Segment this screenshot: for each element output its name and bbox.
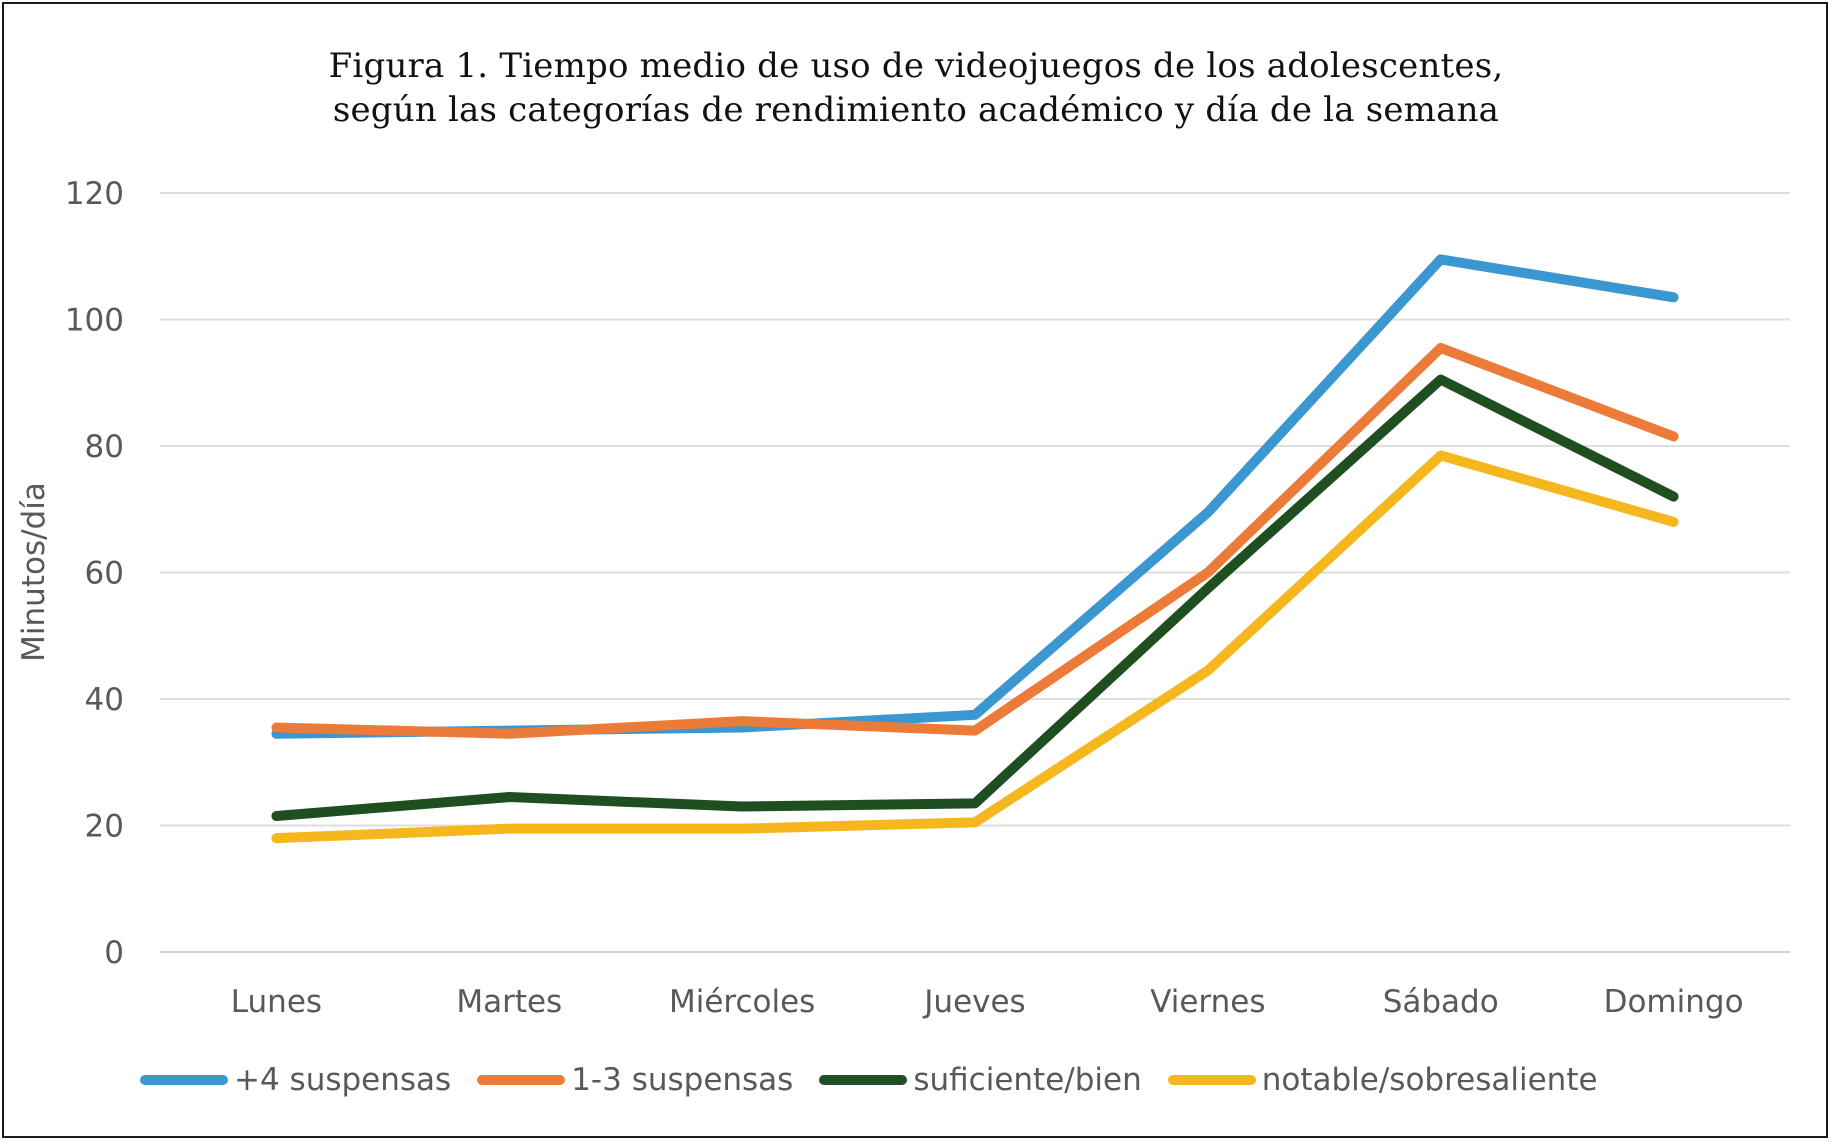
series-line-2 [271,342,1679,739]
legend-label: +4 suspensas [234,1062,452,1098]
legend-item: suficiente/bien [819,1062,1142,1098]
chart-legend: +4 suspensas 1-3 suspensas suficiente/bien… [140,1062,1598,1098]
chart-title-line-2: según las categorías de rendimiento acad… [332,90,1500,130]
x-tick-label: Domingo [1604,984,1744,1020]
x-tick-label: Miércoles [669,984,815,1020]
y-tick-label: 40 [85,682,124,718]
legend-item: notable/sobresaliente [1167,1062,1598,1098]
legend-swatch [819,1075,908,1085]
x-tick-label: Martes [456,984,562,1020]
gridlines [160,192,1790,953]
series-line-1 [271,254,1679,739]
series-line-4 [271,450,1679,844]
legend-swatch [1167,1075,1256,1085]
legend-label: suficiente/bien [913,1062,1142,1098]
legend-swatch [477,1075,566,1085]
legend-item: +4 suspensas [140,1062,451,1098]
y-tick-label: 120 [65,176,124,212]
y-tick-label: 60 [85,556,124,592]
chart-title: Figura 1. Tiempo medio de uso de videoju… [0,44,1832,132]
legend-item: 1-3 suspensas [477,1062,793,1098]
chart-title-line-1: Figura 1. Tiempo medio de uso de videoju… [328,46,1504,86]
y-tick-label: 100 [65,303,124,339]
x-axis-ticks: Lunes Martes Miércoles Jueves Viernes Sábado D… [231,984,1744,1020]
x-tick-label: Lunes [231,984,322,1020]
x-tick-label: Viernes [1150,984,1265,1020]
y-axis-ticks: 0 20 40 60 80 100 120 [65,176,124,971]
series-lines [271,254,1679,844]
legend-swatch [140,1075,228,1085]
y-axis-title: Minutos/día [16,482,52,662]
legend-label: 1-3 suspensas [571,1062,794,1098]
y-tick-label: 0 [104,935,124,971]
x-tick-label: Sábado [1383,984,1499,1020]
y-tick-label: 80 [85,429,124,465]
y-tick-label: 20 [85,809,124,845]
x-tick-label: Jueves [922,984,1025,1020]
legend-label: notable/sobresaliente [1261,1062,1598,1098]
series-line-3 [271,374,1679,822]
